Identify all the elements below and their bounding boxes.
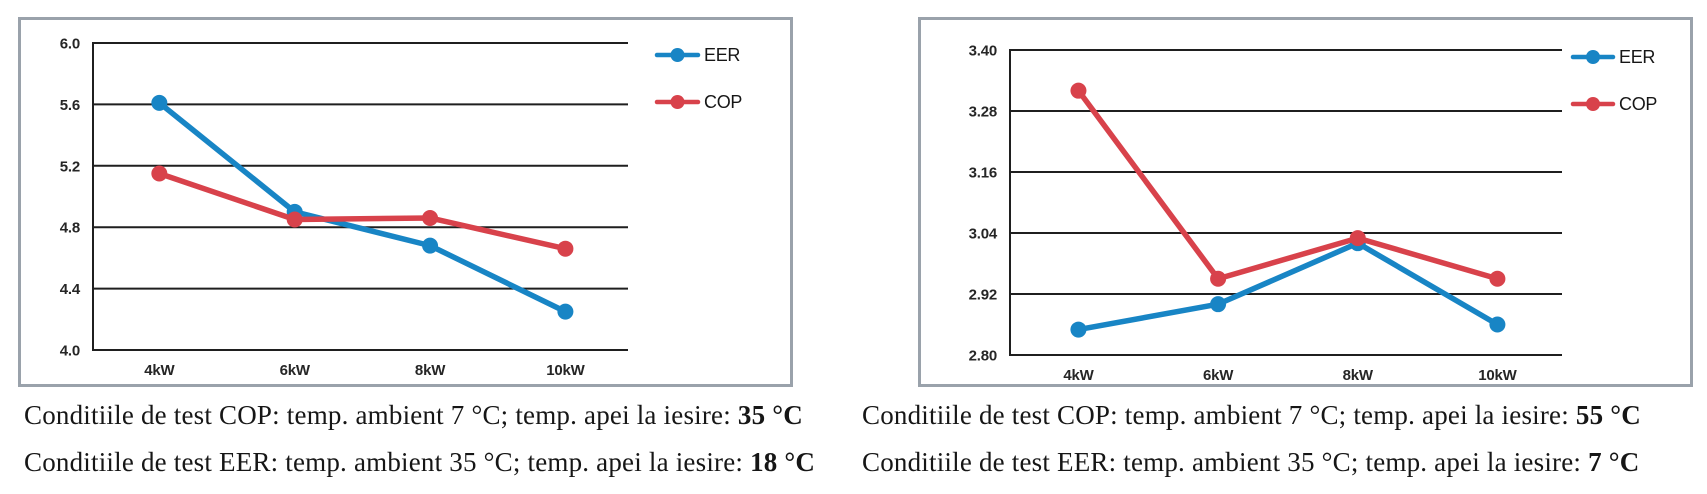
eer-cop-chart-left: 6.0 5.6 5.2 4.8 4.4 4.0 4kW 6kW 8kW 10kW EER COP — [60, 36, 743, 380]
cop-series-line — [1075, 87, 1501, 282]
legend-cop-marker — [670, 95, 685, 109]
caption-cop-conditions-left: Conditiile de test COP: temp. ambient 7 … — [24, 398, 824, 432]
cop-point-4kW — [1070, 82, 1087, 99]
cop-point-10kW — [1489, 270, 1506, 287]
eer-point-4kW — [1070, 321, 1087, 338]
eer-point-10kW — [557, 303, 574, 320]
x-category-label: 6kW — [1203, 367, 1234, 384]
legend-eer-label: EER — [704, 45, 740, 65]
y-tick-label: 4.0 — [60, 343, 80, 360]
caption-cop-value-right: 55 °C — [1575, 400, 1641, 430]
cop-series-line — [156, 170, 569, 252]
caption-eer-value-left: 18 °C — [750, 447, 816, 477]
legend-cop-label: COP — [1619, 94, 1657, 114]
y-tick-label: 5.6 — [60, 97, 80, 114]
y-tick-label: 3.40 — [969, 43, 997, 60]
x-category-label: 4kW — [144, 362, 175, 379]
x-category-label: 4kW — [1063, 367, 1094, 384]
eer-point-8kW — [422, 237, 439, 254]
y-tick-label: 4.8 — [60, 220, 80, 237]
x-category-label: 10kW — [1478, 367, 1517, 384]
cop-point-6kW — [1210, 270, 1227, 287]
caption-cop-value-left: 35 °C — [737, 400, 803, 430]
x-category-label: 8kW — [415, 362, 446, 379]
caption-text: Conditiile de test EER: temp. ambient 35… — [24, 447, 751, 477]
caption-eer-value-right: 7 °C — [1588, 447, 1640, 477]
caption-block-left: Conditiile de test COP: temp. ambient 7 … — [24, 398, 824, 492]
cop-point-4kW — [151, 165, 168, 182]
legend-eer-label: EER — [1619, 47, 1655, 67]
caption-block-right: Conditiile de test COP: temp. ambient 7 … — [862, 398, 1662, 492]
y-tick-label: 3.16 — [969, 165, 997, 182]
legend-item-eer: EER — [1570, 47, 1656, 67]
legend-cop-marker — [1586, 97, 1600, 111]
caption-text: Conditiile de test COP: temp. ambient 7 … — [862, 400, 1576, 430]
x-category-label: 10kW — [546, 362, 585, 379]
y-tick-label: 3.04 — [969, 226, 998, 243]
y-tick-label: 5.2 — [60, 158, 80, 175]
caption-text: Conditiile de test EER: temp. ambient 35… — [862, 447, 1589, 477]
chart-panel-right: 3.40 3.28 3.16 3.04 2.92 2.80 4kW 6kW 8kW 10kW EER… — [918, 17, 1693, 387]
chart-panel-left: 6.0 5.6 5.2 4.8 4.4 4.0 4kW 6kW 8kW 10kW EER COP — [18, 17, 793, 387]
legend-eer-marker — [1586, 50, 1600, 64]
legend-cop-label: COP — [704, 92, 742, 112]
x-category-label: 8kW — [1343, 367, 1374, 384]
y-tick-label: 2.80 — [969, 348, 997, 365]
cop-point-6kW — [286, 211, 303, 228]
eer-point-10kW — [1489, 316, 1506, 333]
y-tick-label: 3.28 — [969, 104, 997, 121]
x-category-label: 6kW — [280, 362, 311, 379]
eer-series-line — [156, 100, 569, 315]
y-tick-label: 4.4 — [60, 281, 81, 298]
eer-cop-chart-right: 3.40 3.28 3.16 3.04 2.92 2.80 4kW 6kW 8kW 10kW EER… — [969, 43, 1658, 385]
caption-cop-conditions-right: Conditiile de test COP: temp. ambient 7 … — [862, 398, 1662, 432]
legend-item-eer: EER — [654, 45, 741, 65]
legend-item-cop: COP — [654, 92, 743, 112]
y-tick-label: 6.0 — [60, 36, 80, 53]
eer-series-line — [1075, 240, 1501, 333]
cop-point-10kW — [557, 240, 574, 257]
legend-item-cop: COP — [1570, 94, 1658, 114]
caption-eer-conditions-right: Conditiile de test EER: temp. ambient 35… — [862, 445, 1662, 479]
eer-point-6kW — [1210, 296, 1227, 313]
caption-eer-conditions-left: Conditiile de test EER: temp. ambient 35… — [24, 445, 824, 479]
caption-text: Conditiile de test COP: temp. ambient 7 … — [24, 400, 738, 430]
eer-point-4kW — [151, 94, 168, 111]
cop-point-8kW — [1349, 230, 1366, 247]
cop-point-8kW — [422, 209, 439, 226]
y-tick-label: 2.92 — [969, 287, 997, 304]
legend-eer-marker — [670, 48, 685, 62]
